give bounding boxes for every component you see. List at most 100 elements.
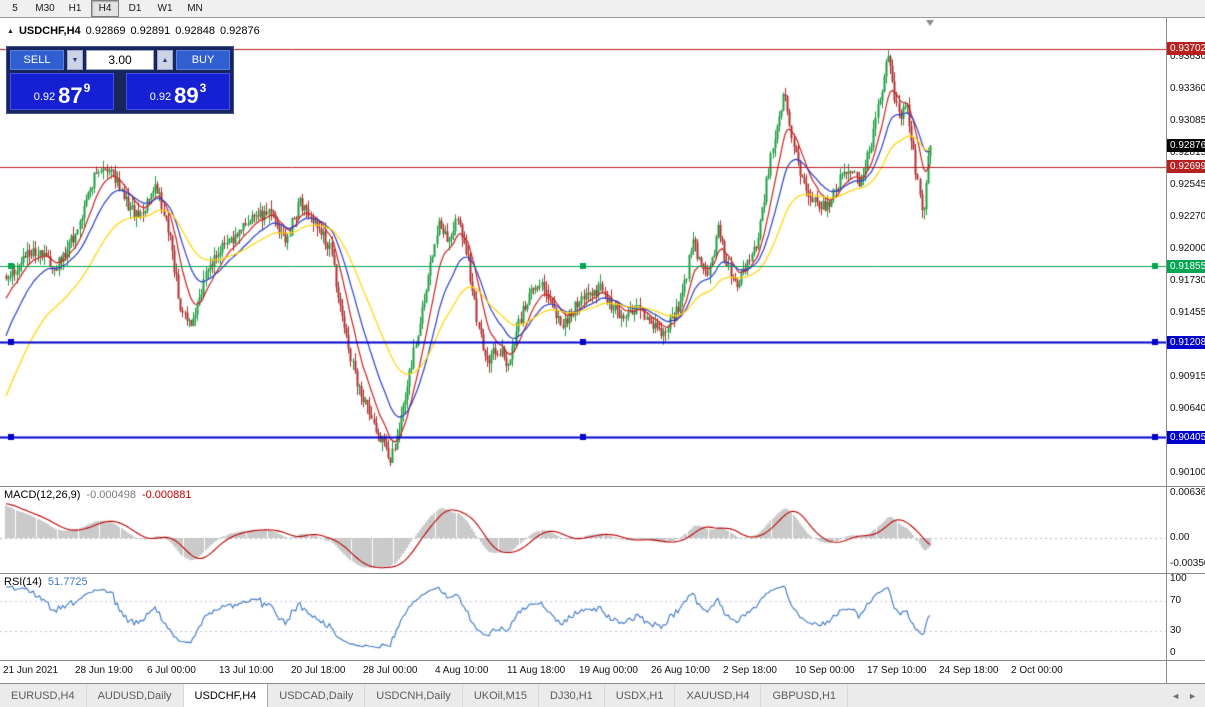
buy-button[interactable]: BUY	[176, 50, 230, 70]
timeframe-toolbar: 5 M30 H1 H4 D1 W1 MN	[0, 0, 1205, 18]
timeframe-button-W1[interactable]: W1	[157, 3, 173, 14]
indicator-scale-tick: 30	[1170, 625, 1182, 636]
chart-symbol-label: USDCHF,H4	[18, 25, 81, 37]
price-tick: 0.92815	[1170, 147, 1205, 158]
price-tick: 0.90640	[1170, 403, 1205, 414]
chart-tab[interactable]: USDCHF,H4	[183, 684, 269, 707]
timeframe-button-M30[interactable]: M30	[35, 3, 55, 14]
macd-chart-canvas[interactable]	[0, 487, 1166, 573]
price-badge: 0.92699	[1167, 160, 1205, 173]
time-axis-row: 21 Jun 2021 28 Jun 19:00 6 Jul 00:00 13 Jul…	[0, 660, 1205, 683]
time-label: 2 Oct 00:00	[1011, 665, 1063, 676]
time-label: 24 Sep 18:00	[939, 665, 999, 676]
macd-panel: MACD(12,26,9) -0.000498 -0.000881	[0, 487, 1166, 573]
time-label: 26 Aug 10:00	[651, 665, 710, 676]
rsi-row: RSI(14) 51.7725 100 70 30 0	[0, 573, 1205, 660]
lot-size-input[interactable]	[86, 50, 154, 70]
buy-price-button[interactable]: 0.92 89 3	[126, 73, 230, 110]
buy-price-pipette: 3	[199, 81, 207, 95]
price-tick: 0.92270	[1170, 211, 1205, 222]
indicator-scale-tick: -0.00350	[1170, 558, 1205, 569]
buy-price-prefix: 0.92	[149, 91, 172, 103]
timeframe-button-H4[interactable]: H4	[91, 0, 119, 17]
scale-corner	[1166, 661, 1205, 683]
sell-price-button[interactable]: 0.92 87 9	[10, 73, 114, 110]
time-label: 6 Jul 00:00	[147, 665, 196, 676]
time-label: 11 Aug 18:00	[507, 665, 566, 676]
chart-tab[interactable]: GBPUSD,H1	[761, 684, 849, 707]
time-label: 21 Jun 2021	[3, 665, 59, 676]
time-label: 17 Sep 10:00	[867, 665, 927, 676]
lot-decrease-button[interactable]: ▼	[67, 50, 83, 70]
tab-scroll-arrows: ◄ ►	[1163, 684, 1205, 707]
price-tick: 0.92000	[1170, 243, 1205, 254]
indicator-scale-tick: 0	[1170, 647, 1176, 658]
rsi-name: RSI(14)	[4, 576, 42, 588]
chart-tab[interactable]: XAUUSD,H4	[675, 684, 762, 707]
price-tick: 0.90915	[1170, 371, 1205, 382]
chart-tab[interactable]: AUDUSD,Daily	[87, 684, 184, 707]
time-label: 28 Jul 00:00	[363, 665, 418, 676]
chart-tab[interactable]: EURUSD,H4	[0, 684, 87, 707]
chart-tab[interactable]: USDCNH,Daily	[365, 684, 463, 707]
timeframe-button-H1[interactable]: H1	[68, 3, 82, 14]
one-click-collapse-icon[interactable]: ▲	[7, 27, 14, 35]
timeframe-button-D1[interactable]: D1	[128, 3, 142, 14]
main-chart-row: ▲ USDCHF,H4 0.92869 0.92891 0.92848 0.92…	[0, 18, 1205, 486]
indicator-scale-tick: 0.00636	[1170, 487, 1205, 498]
macd-name: MACD(12,26,9)	[4, 489, 81, 501]
timeframe-button-MN[interactable]: MN	[187, 3, 203, 14]
price-badge: 0.91208	[1167, 336, 1205, 349]
chart-ohlc-header: ▲ USDCHF,H4 0.92869 0.92891 0.92848 0.92…	[7, 25, 260, 37]
chart-tab[interactable]: USDX,H1	[605, 684, 676, 707]
timeframe-button-5[interactable]: 5	[12, 3, 18, 14]
macd-label: MACD(12,26,9) -0.000498 -0.000881	[4, 489, 192, 501]
price-tick: 0.91730	[1170, 275, 1205, 286]
price-tick: 0.93360	[1170, 83, 1205, 94]
ohlc-open-value: 0.92869	[85, 25, 126, 37]
chart-tab[interactable]: USDCAD,Daily	[268, 684, 366, 707]
macd-main-value: -0.000498	[86, 489, 136, 501]
tab-scroll-left-icon[interactable]: ◄	[1171, 690, 1181, 701]
time-label: 13 Jul 10:00	[219, 665, 274, 676]
indicator-scale-tick: 0.00	[1170, 532, 1190, 543]
indicator-scale-tick: 100	[1170, 574, 1187, 584]
price-tick: 0.90100	[1170, 467, 1205, 478]
rsi-scale[interactable]: 100 70 30 0	[1166, 574, 1205, 660]
chart-tab-bar: EURUSD,H4 AUDUSD,Daily USDCHF,H4 USDCAD,Dai…	[0, 683, 1205, 707]
sell-price-prefix: 0.92	[33, 91, 56, 103]
price-tick: 0.93085	[1170, 115, 1205, 126]
macd-signal-value: -0.000881	[141, 489, 192, 501]
time-label: 20 Jul 18:00	[291, 665, 346, 676]
indicator-scale-tick: 70	[1170, 595, 1182, 606]
lot-increase-button[interactable]: ▲	[157, 50, 173, 70]
time-axis[interactable]: 21 Jun 2021 28 Jun 19:00 6 Jul 00:00 13 Jul…	[0, 661, 1166, 683]
price-badge: 0.92876	[1167, 139, 1205, 152]
time-label: 28 Jun 19:00	[75, 665, 133, 676]
time-label: 4 Aug 10:00	[435, 665, 489, 676]
macd-scale[interactable]: 0.00636 0.00 -0.00350	[1166, 487, 1205, 573]
chart-tab[interactable]: UKOil,M15	[463, 684, 539, 707]
rsi-value: 51.7725	[47, 576, 88, 588]
rsi-panel: RSI(14) 51.7725	[0, 574, 1166, 660]
main-chart-area: ▲ USDCHF,H4 0.92869 0.92891 0.92848 0.92…	[0, 18, 1166, 486]
price-tick: 0.93630	[1170, 51, 1205, 62]
tab-scroll-right-icon[interactable]: ►	[1188, 690, 1197, 701]
time-label: 2 Sep 18:00	[723, 665, 777, 676]
sell-button[interactable]: SELL	[10, 50, 64, 70]
price-scale[interactable]: 0.93630 0.93360 0.93085 0.92815 0.92545 0.922…	[1166, 18, 1205, 486]
price-badge: 0.91855	[1167, 260, 1205, 273]
chart-tab[interactable]: DJ30,H1	[539, 684, 605, 707]
price-tick: 0.92545	[1170, 179, 1205, 190]
ohlc-low-value: 0.92848	[175, 25, 215, 37]
sell-price-big: 87	[58, 83, 83, 108]
macd-row: MACD(12,26,9) -0.000498 -0.000881 0.0063…	[0, 486, 1205, 573]
rsi-chart-canvas[interactable]	[0, 574, 1166, 660]
rsi-label: RSI(14) 51.7725	[4, 576, 88, 588]
price-tick: 0.91455	[1170, 307, 1205, 318]
ohlc-close-value: 0.92876	[219, 25, 260, 37]
time-label: 19 Aug 00:00	[579, 665, 638, 676]
sell-price-pipette: 9	[83, 81, 91, 95]
price-badge: 0.90405	[1167, 431, 1205, 444]
